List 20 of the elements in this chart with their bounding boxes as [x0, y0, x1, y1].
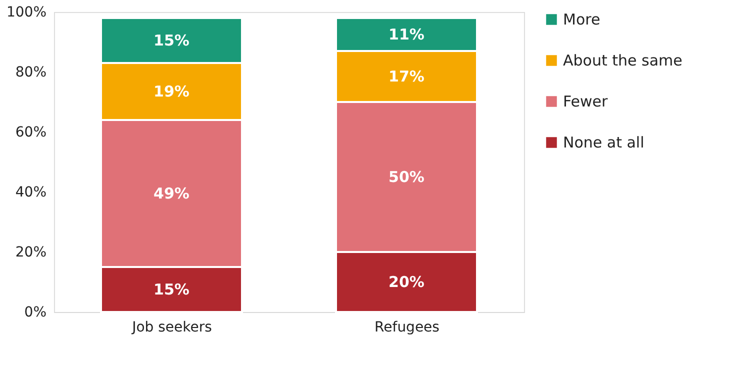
y-tick-label: 60% [15, 124, 46, 140]
y-tick-label: 20% [15, 244, 46, 260]
legend-label: More [563, 10, 600, 28]
text: 20% [388, 273, 424, 291]
legend-label: Fewer [563, 92, 609, 110]
text: 11% [388, 26, 424, 44]
y-tick-label: 40% [15, 184, 46, 200]
y-tick-label: 0% [24, 304, 46, 320]
text: 49% [154, 184, 190, 202]
y-tick-label: 100% [6, 4, 46, 20]
text: 15% [154, 32, 190, 50]
text: 17% [388, 68, 424, 86]
legend-label: None at all [563, 134, 644, 152]
legend-label: About the same [563, 52, 682, 70]
text: 50% [388, 168, 424, 186]
y-tick-label: 80% [15, 64, 46, 80]
x-tick-label: Job seekers [131, 320, 212, 336]
x-tick-label: Refugees [374, 320, 440, 336]
text: 19% [154, 82, 190, 100]
text: 15% [154, 280, 190, 298]
